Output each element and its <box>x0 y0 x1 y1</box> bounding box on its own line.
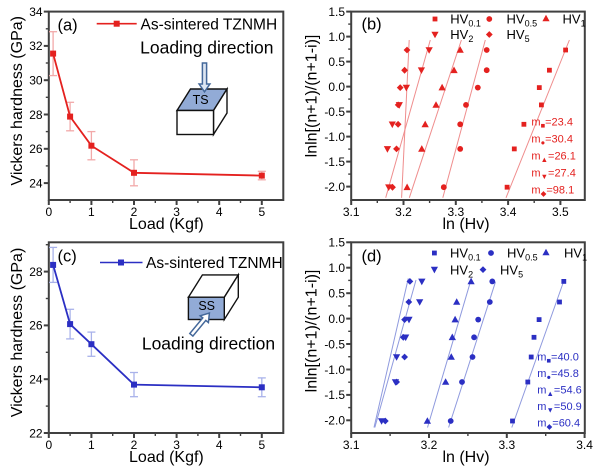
svg-text:4: 4 <box>216 205 223 219</box>
svg-text:-1.5: -1.5 <box>324 388 345 402</box>
svg-text:28: 28 <box>29 265 43 279</box>
svg-text:-2.0: -2.0 <box>324 414 345 428</box>
svg-text:HV5: HV5 <box>500 262 523 279</box>
svg-text:m▼=50.9: m▼=50.9 <box>537 401 581 415</box>
svg-text:ln (Hv): ln (Hv) <box>442 449 489 466</box>
svg-text:3: 3 <box>173 205 180 219</box>
svg-text:m◆=98.1: m◆=98.1 <box>531 185 574 199</box>
svg-text:HV1: HV1 <box>564 246 587 263</box>
svg-text:4: 4 <box>216 438 223 452</box>
svg-text:-1.5: -1.5 <box>324 155 345 169</box>
svg-text:30: 30 <box>29 74 43 88</box>
svg-text:1: 1 <box>88 438 95 452</box>
svg-text:As-sintered TZNMH: As-sintered TZNMH <box>146 255 283 272</box>
svg-text:3.3: 3.3 <box>447 205 464 219</box>
svg-text:24: 24 <box>29 373 43 387</box>
svg-text:26: 26 <box>29 142 43 156</box>
svg-text:3.1: 3.1 <box>343 438 360 452</box>
svg-text:m▲=26.1: m▲=26.1 <box>531 151 575 165</box>
svg-text:1.0: 1.0 <box>328 30 345 44</box>
svg-text:m▲=54.6: m▲=54.6 <box>537 385 581 399</box>
svg-text:-1.0: -1.0 <box>324 363 345 377</box>
svg-text:26: 26 <box>29 319 43 333</box>
svg-text:0: 0 <box>45 205 52 219</box>
svg-text:lnln[(n+1)/(n+1-i)]: lnln[(n+1)/(n+1-i)] <box>304 270 321 393</box>
svg-text:Loading direction: Loading direction <box>142 334 275 354</box>
svg-text:-0.5: -0.5 <box>324 337 345 351</box>
svg-text:m●=30.4: m●=30.4 <box>531 134 573 148</box>
svg-text:3.4: 3.4 <box>500 205 517 219</box>
svg-text:1.5: 1.5 <box>328 5 345 19</box>
svg-text:HV2: HV2 <box>450 262 473 279</box>
svg-text:24: 24 <box>29 176 43 190</box>
svg-text:22: 22 <box>29 426 43 440</box>
svg-text:Loading direction: Loading direction <box>140 38 273 58</box>
svg-text:32: 32 <box>29 39 43 53</box>
svg-text:0: 0 <box>45 438 52 452</box>
svg-text:(a): (a) <box>58 17 78 35</box>
svg-text:(d): (d) <box>362 248 382 266</box>
svg-text:3.4: 3.4 <box>576 438 593 452</box>
svg-text:3.3: 3.3 <box>498 438 515 452</box>
svg-text:2: 2 <box>131 438 138 452</box>
svg-text:0.0: 0.0 <box>328 80 345 94</box>
svg-text:0.5: 0.5 <box>328 55 345 69</box>
svg-text:m■=23.4: m■=23.4 <box>531 117 573 131</box>
svg-text:0.0: 0.0 <box>328 312 345 326</box>
svg-text:(b): (b) <box>362 16 382 34</box>
svg-text:As-sintered TZNMH: As-sintered TZNMH <box>141 16 278 33</box>
svg-text:1.5: 1.5 <box>328 236 345 250</box>
svg-text:-0.5: -0.5 <box>324 105 345 119</box>
svg-text:2: 2 <box>131 205 138 219</box>
svg-text:3.5: 3.5 <box>552 205 569 219</box>
svg-text:Load (Kgf): Load (Kgf) <box>129 216 204 233</box>
svg-text:-2.0: -2.0 <box>324 180 345 194</box>
svg-text:3.2: 3.2 <box>421 438 438 452</box>
svg-text:28: 28 <box>29 108 43 122</box>
svg-text:1.0: 1.0 <box>328 261 345 275</box>
svg-text:TS: TS <box>193 93 209 107</box>
svg-text:ln (Hv): ln (Hv) <box>442 216 489 233</box>
svg-text:3: 3 <box>173 438 180 452</box>
svg-text:0.5: 0.5 <box>328 287 345 301</box>
svg-text:Load (Kgf): Load (Kgf) <box>129 449 204 466</box>
svg-text:5: 5 <box>258 205 265 219</box>
svg-text:lnln[(n+1)/(n+1-i)]: lnln[(n+1)/(n+1-i)] <box>304 35 321 158</box>
svg-text:HV5: HV5 <box>507 27 530 44</box>
svg-text:Vickers hardness (GPa): Vickers hardness (GPa) <box>9 248 26 418</box>
svg-text:HV1: HV1 <box>563 12 586 29</box>
svg-text:m●=45.8: m●=45.8 <box>537 368 579 382</box>
svg-text:34: 34 <box>29 5 43 19</box>
svg-text:Vickers hardness (GPa): Vickers hardness (GPa) <box>9 16 26 186</box>
svg-text:m▼=27.4: m▼=27.4 <box>531 168 575 182</box>
svg-text:5: 5 <box>258 438 265 452</box>
svg-text:m◆=60.4: m◆=60.4 <box>537 418 580 432</box>
svg-text:SS: SS <box>198 299 215 313</box>
svg-text:m■=40.0: m■=40.0 <box>537 352 579 366</box>
svg-text:3.2: 3.2 <box>395 205 412 219</box>
svg-text:3.1: 3.1 <box>343 205 360 219</box>
svg-text:-1.0: -1.0 <box>324 130 345 144</box>
svg-text:HV2: HV2 <box>450 27 473 44</box>
svg-text:1: 1 <box>88 205 95 219</box>
svg-text:(c): (c) <box>58 248 77 266</box>
